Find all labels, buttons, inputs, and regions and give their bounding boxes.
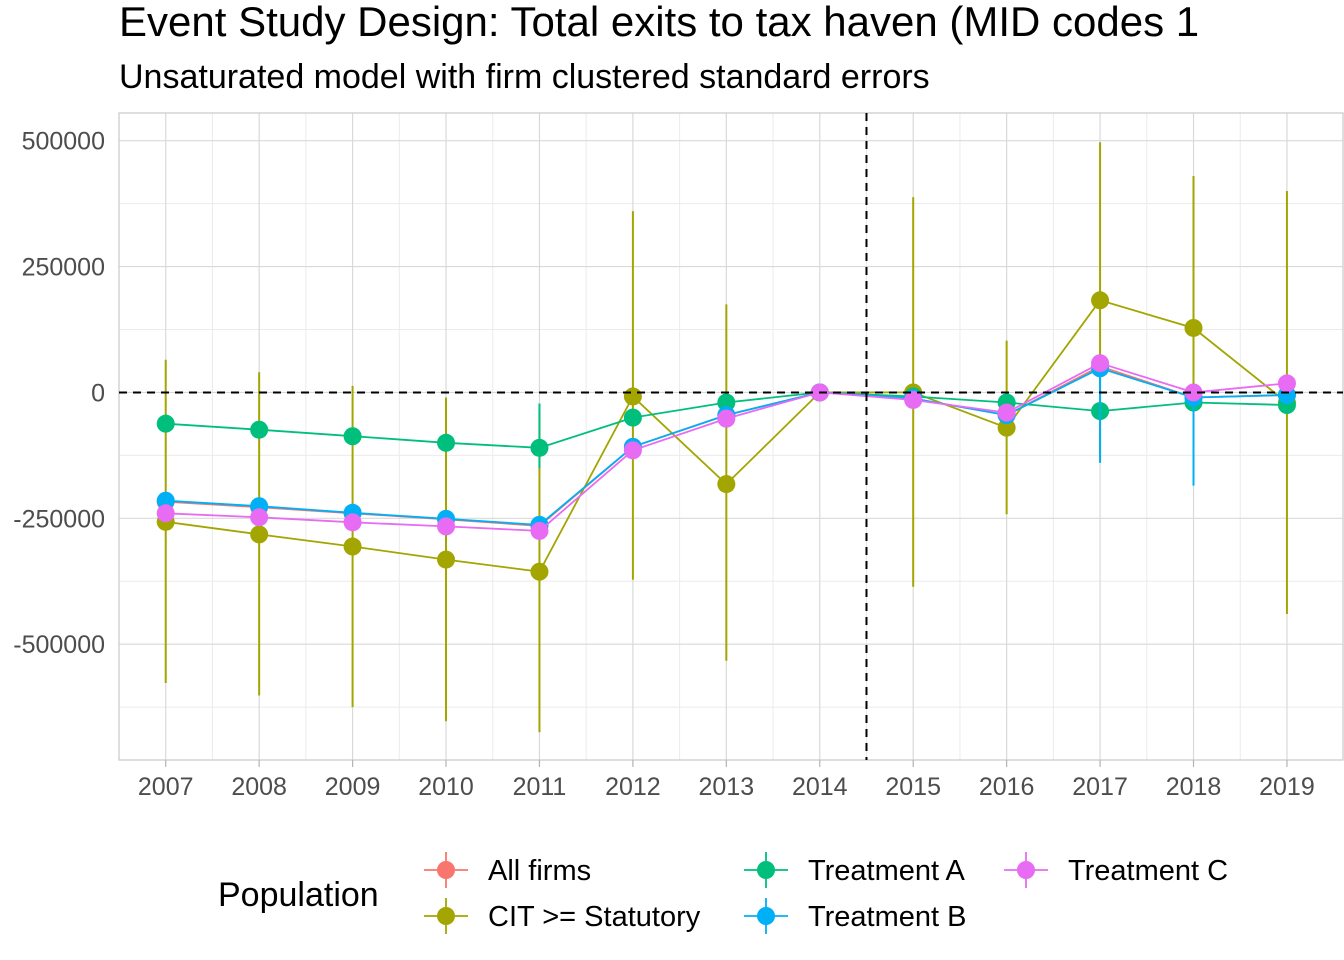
legend-label: Treatment C: [1068, 855, 1228, 887]
x-tick-label: 2013: [699, 773, 755, 801]
data-point: [530, 438, 549, 457]
x-tick-label: 2014: [792, 773, 848, 801]
data-point: [623, 408, 642, 427]
data-point: [1091, 291, 1110, 310]
data-point: [250, 525, 269, 544]
data-point: [1184, 318, 1203, 337]
legend-key-point: [757, 907, 775, 925]
x-tick-label: 2017: [1072, 773, 1128, 801]
legend: Population All firms CIT >= Statutory Treat…: [218, 852, 1228, 934]
legend-key: [424, 852, 468, 888]
data-point: [997, 418, 1016, 437]
plot-panel: [118, 112, 1344, 761]
data-point: [437, 517, 456, 536]
x-tick-label: 2009: [325, 773, 381, 801]
legend-label: CIT >= Statutory: [488, 901, 701, 933]
data-point: [717, 393, 736, 412]
y-tick-label: 250000: [22, 254, 105, 282]
legend-label: Treatment A: [808, 855, 966, 887]
y-tick-label: -500000: [13, 631, 105, 659]
x-tick-label: 2015: [885, 773, 941, 801]
legend-key-point: [437, 907, 455, 925]
x-tick-label: 2012: [605, 773, 661, 801]
data-point: [997, 403, 1016, 422]
data-point: [343, 427, 362, 446]
data-point: [904, 390, 923, 409]
panel-border: [118, 112, 1344, 761]
x-tick-label: 2008: [231, 773, 287, 801]
data-point: [250, 420, 269, 439]
chart-title: Event Study Design: Total exits to tax h…: [119, 0, 1200, 45]
x-tick-label: 2011: [513, 773, 567, 801]
data-point: [343, 537, 362, 556]
data-point: [250, 508, 269, 527]
series-treatment-c: [156, 354, 1296, 540]
x-tick-label: 2019: [1259, 773, 1315, 801]
data-point: [156, 414, 175, 433]
legend-key: [1004, 852, 1048, 888]
chart-subtitle: Unsaturated model with firm clustered st…: [119, 58, 930, 96]
data-point: [717, 409, 736, 428]
data-point: [717, 475, 736, 494]
y-axis: 500000 250000 0 -250000 -500000: [13, 128, 105, 660]
legend-key-point: [757, 861, 775, 879]
legend-key: [744, 898, 788, 934]
legend-key-point: [1017, 861, 1035, 879]
y-tick-label: -250000: [13, 505, 105, 533]
y-tick-label: 500000: [22, 128, 105, 156]
data-point: [437, 433, 456, 452]
legend-title: Population: [218, 876, 379, 914]
data-point: [623, 441, 642, 460]
data-point: [1091, 354, 1110, 373]
legend-key: [424, 898, 468, 934]
legend-key-point: [437, 861, 455, 879]
x-tick-label: 2010: [418, 773, 474, 801]
data-point: [437, 550, 456, 569]
data-point: [530, 521, 549, 540]
legend-label: Treatment B: [808, 901, 966, 933]
x-tick-label: 2018: [1166, 773, 1222, 801]
x-tick-label: 2016: [979, 773, 1035, 801]
data-point: [1277, 374, 1296, 393]
legend-key: [744, 852, 788, 888]
data-point: [530, 562, 549, 581]
data-point: [343, 513, 362, 532]
legend-label: All firms: [488, 855, 591, 887]
data-point: [156, 504, 175, 523]
data-point: [1184, 383, 1203, 402]
y-tick-label: 0: [91, 379, 105, 407]
data-point: [156, 491, 175, 510]
data-point: [623, 387, 642, 406]
x-tick-label: 2007: [138, 773, 194, 801]
x-axis: 2007 2008 2009 2010 2011 2012 2013 2014 2015 2016…: [138, 760, 1315, 801]
